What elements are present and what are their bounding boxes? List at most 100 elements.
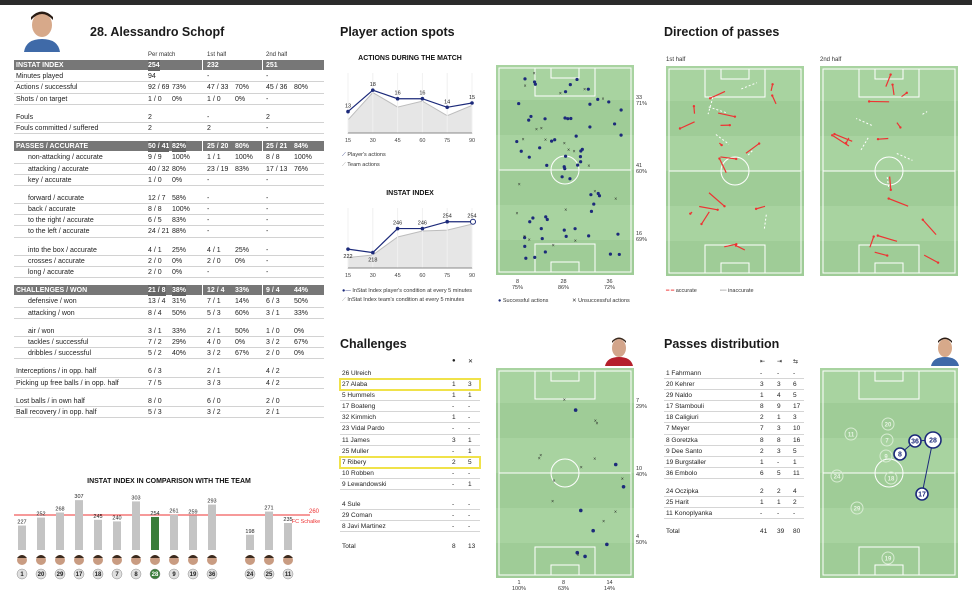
challenges-row: 11 James 3 1	[340, 435, 480, 446]
stats-label: Interceptions / in opp. half	[16, 368, 97, 376]
successful-action	[592, 202, 596, 206]
opponent-name: 7 Ribery	[342, 458, 367, 466]
stats-value: 254	[148, 60, 160, 72]
stats-value: 2 / 1	[207, 327, 221, 335]
stats-value: 2 / 0	[148, 269, 162, 276]
player-hair-icon	[283, 555, 293, 558]
stats-label: tackles / successful	[28, 338, 89, 346]
stats-label: to the left / accurate	[28, 228, 90, 236]
unsuccessful-action: ×	[601, 96, 604, 102]
accurate-pass	[869, 236, 875, 248]
bar-value: 235	[283, 517, 292, 523]
stats-value: 3 / 1	[148, 327, 162, 335]
lost-count: 3	[468, 381, 472, 389]
unsuccessful-action: ×	[574, 239, 577, 245]
pass-end	[899, 126, 902, 129]
zone-bottom-label: 28 86%	[558, 279, 569, 291]
player-node-label: 29	[854, 507, 861, 513]
challenges-row: 10 Robben - -	[340, 468, 480, 479]
challenges-row: 26 Ulreich	[340, 368, 480, 380]
player-node-label: 8	[898, 452, 902, 459]
zone-pct: 86%	[558, 285, 570, 291]
stats-gap	[14, 319, 324, 326]
challenges-row: 5 Hummels 1 1	[340, 390, 480, 402]
accurate-pass	[700, 211, 710, 225]
player-number-badge	[244, 568, 256, 580]
stats-gap	[14, 186, 324, 193]
player-node	[830, 469, 844, 483]
player-number-badge	[16, 568, 28, 580]
successful-action	[532, 80, 537, 84]
stats-value: 2 / 0	[266, 350, 280, 358]
successful-action	[617, 252, 621, 257]
data-point	[371, 250, 375, 255]
stats-value: 50 / 41	[148, 141, 170, 153]
successful-action	[560, 175, 564, 179]
player-hair-icon	[245, 555, 255, 558]
successful-action	[523, 235, 527, 240]
stats-value: 2 / 0	[207, 257, 221, 265]
stats-value: -	[266, 206, 269, 214]
passes-total: 5	[793, 447, 797, 455]
pass-end	[734, 157, 738, 161]
stats-value: 33%	[235, 287, 250, 295]
zone-bottom-label: 36 72%	[604, 279, 615, 291]
bar-value: 254	[150, 511, 159, 517]
stats-header-row: Per match 1st half 2nd half	[14, 50, 324, 60]
stats-label: to the right / accurate	[28, 217, 94, 225]
section-divider	[262, 285, 263, 296]
tick-label: 15	[345, 273, 351, 279]
center-circle	[874, 156, 904, 186]
opponent-name: 26 Ulreich	[342, 370, 372, 377]
stats-section-row: PASSES / ACCURATE 50 / 41 82% 25 / 20 80% 25 …	[14, 141, 324, 153]
pitch-stripe	[820, 171, 958, 206]
zone-bottom-label: 8 75%	[512, 279, 523, 291]
accurate-pass	[889, 176, 892, 190]
pass-end	[718, 157, 721, 160]
pass-end	[771, 94, 774, 97]
player-hair-icon	[207, 555, 217, 558]
bar	[113, 521, 121, 550]
pass-end	[771, 83, 774, 86]
inaccurate-pass	[747, 150, 753, 156]
goal-area-bottom	[550, 564, 580, 576]
bar-value: 227	[17, 520, 26, 526]
successful-action	[575, 77, 579, 82]
stats-value: -	[266, 257, 269, 265]
pitch-stripe	[496, 403, 634, 438]
teammate-name: 11 Konoplyanka	[666, 510, 713, 518]
player-node	[879, 449, 893, 463]
stats-value: 6 / 3	[266, 298, 280, 306]
bar-value: 261	[169, 509, 178, 515]
pass-end	[876, 234, 879, 237]
zone-count: 33	[636, 95, 643, 101]
table-gap	[664, 519, 804, 526]
data-label: 254	[443, 214, 452, 220]
passes-to: 8	[760, 403, 764, 411]
player-node-label: 36	[911, 439, 919, 446]
stats-gap	[14, 359, 324, 366]
pass-end	[733, 115, 737, 118]
goal-area-top	[550, 67, 580, 79]
won-count: -	[452, 469, 455, 477]
stats-gap	[14, 278, 324, 285]
challenge-won	[621, 484, 626, 489]
lost-count: -	[468, 523, 471, 531]
player-node-label: 28	[929, 438, 937, 445]
pass-end	[754, 207, 758, 211]
bar	[132, 501, 140, 550]
stats-label: dribbles / successful	[28, 350, 92, 358]
pass-end	[700, 222, 703, 226]
passes-total: 2	[793, 499, 797, 507]
zone-pct: 14%	[604, 586, 616, 592]
stats-value: 25%	[235, 246, 250, 254]
pass-end	[689, 212, 692, 215]
successful-action	[564, 234, 568, 238]
stats-value: 94	[148, 73, 156, 81]
data-point	[445, 105, 449, 110]
passes-from: 1	[777, 414, 781, 422]
passes-to: 1	[760, 499, 764, 507]
stats-value: 3 / 2	[207, 408, 221, 416]
successful-action	[533, 255, 537, 259]
distribution-row: 25 Harit 1 1 2	[664, 497, 804, 509]
